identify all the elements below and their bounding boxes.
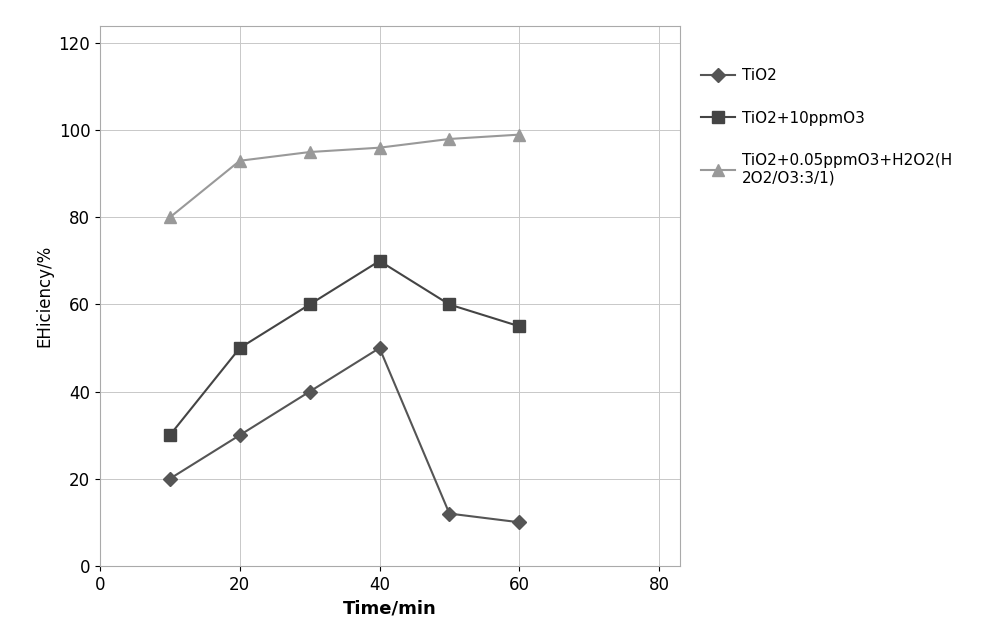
TiO2+0.05ppmO3+H2O2(H
2O2/O3:3/1) <box>513 131 525 138</box>
TiO2+0.05ppmO3+H2O2(H
2O2/O3:3/1) <box>374 144 386 152</box>
TiO2 <box>164 475 176 483</box>
TiO2 <box>304 388 316 395</box>
Y-axis label: EHiciency/%: EHiciency/% <box>35 244 53 347</box>
TiO2+0.05ppmO3+H2O2(H
2O2/O3:3/1) <box>234 157 246 165</box>
TiO2 <box>443 510 455 518</box>
TiO2+10ppmO3 <box>234 344 246 352</box>
Line: TiO2: TiO2 <box>165 343 524 527</box>
TiO2 <box>234 431 246 439</box>
TiO2+10ppmO3 <box>374 257 386 265</box>
TiO2 <box>513 518 525 526</box>
TiO2 <box>374 344 386 352</box>
TiO2+0.05ppmO3+H2O2(H
2O2/O3:3/1) <box>164 213 176 221</box>
TiO2+10ppmO3 <box>443 301 455 309</box>
Line: TiO2+0.05ppmO3+H2O2(H
2O2/O3:3/1): TiO2+0.05ppmO3+H2O2(H 2O2/O3:3/1) <box>164 129 525 223</box>
TiO2+10ppmO3 <box>513 322 525 330</box>
Line: TiO2+10ppmO3: TiO2+10ppmO3 <box>164 255 525 440</box>
X-axis label: Time/min: Time/min <box>343 599 437 617</box>
TiO2+0.05ppmO3+H2O2(H
2O2/O3:3/1) <box>304 148 316 156</box>
TiO2+10ppmO3 <box>164 431 176 439</box>
Legend: TiO2, TiO2+10ppmO3, TiO2+0.05ppmO3+H2O2(H
2O2/O3:3/1): TiO2, TiO2+10ppmO3, TiO2+0.05ppmO3+H2O2(… <box>693 60 960 193</box>
TiO2+0.05ppmO3+H2O2(H
2O2/O3:3/1) <box>443 135 455 143</box>
TiO2+10ppmO3 <box>304 301 316 309</box>
